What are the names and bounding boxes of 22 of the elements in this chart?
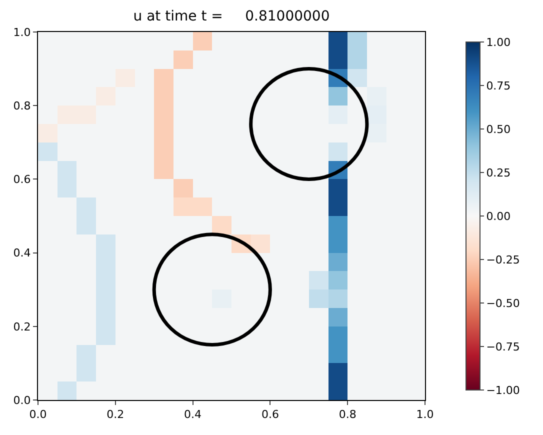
color-bar-label: 1.00 [486,36,511,49]
color-bar-label: 0.50 [486,122,511,136]
color-bar-label: −0.75 [486,340,520,354]
color-bar-label: −1.00 [486,384,520,397]
y-tick-label: 1.0 [13,26,31,39]
color-bar-label: 0.25 [486,166,511,180]
color-bar-label: 0.75 [486,79,511,92]
x-tick-label: 1.0 [416,408,434,422]
y-tick-label: 0.0 [13,394,31,407]
y-tick-label: 0.6 [13,173,31,186]
x-tick-label: 0.0 [29,408,47,422]
y-tick-label: 0.8 [13,99,31,112]
chart-title: u at time t = 0.81000000 [133,8,330,25]
y-tick-label: 0.2 [13,320,31,334]
y-tick-label: 0.4 [13,246,31,260]
x-tick-label: 0.8 [338,408,356,422]
x-tick-label: 0.6 [261,408,279,422]
x-tick-label: 0.2 [106,408,124,422]
color-bar-label: 0.00 [486,210,511,223]
color-bar-label: −0.50 [486,296,520,310]
x-tick-label: 0.4 [184,408,202,422]
color-bar-label: −0.25 [486,253,520,266]
